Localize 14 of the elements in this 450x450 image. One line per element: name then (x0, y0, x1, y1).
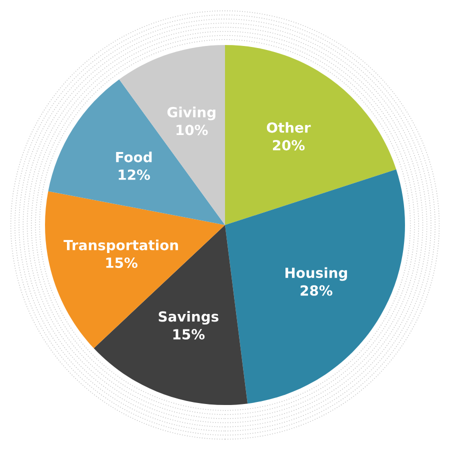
slice-label: Housing (286, 267, 347, 281)
slice-label: Other (266, 122, 311, 133)
pie-slice (45, 191, 225, 348)
slice-label: Transportation (64, 240, 178, 254)
data-label: 28% (300, 285, 332, 296)
data-label: 20% (272, 140, 305, 150)
data-label: 15% (173, 329, 205, 340)
pie-slice (225, 45, 396, 225)
pie-slice (225, 169, 405, 404)
slice-label: Savings (158, 311, 218, 325)
pie-slice (48, 79, 225, 225)
data-label: 15% (106, 257, 138, 268)
data-label: 12% (118, 169, 150, 180)
slice-label: Food (116, 152, 152, 162)
